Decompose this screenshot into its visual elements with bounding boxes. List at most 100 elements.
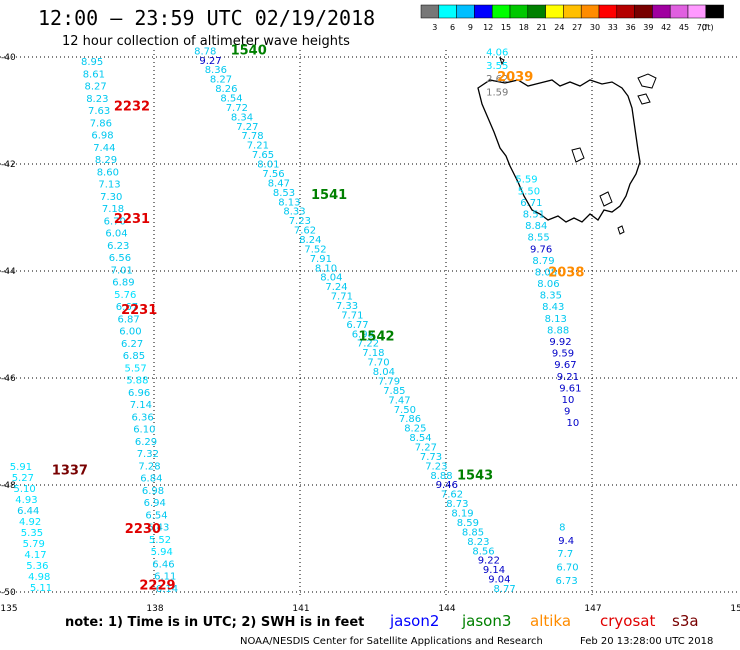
wave-height-value: 6.98 xyxy=(91,131,113,142)
wave-height-value: 6.04 xyxy=(105,229,127,240)
island-outline xyxy=(637,93,651,105)
wave-height-value: 7.70 xyxy=(367,358,389,369)
latitude-label: -50 xyxy=(1,588,16,598)
legend-note: note: 1) Time is in UTC; 2) SWH is in fe… xyxy=(65,615,364,630)
wave-height-value: 8.55 xyxy=(528,233,550,244)
wave-height-value: 8.88 xyxy=(430,471,452,482)
latitude-label: -42 xyxy=(1,160,16,170)
wave-height-value: 8.60 xyxy=(97,167,119,178)
pass-time-label: 2230 xyxy=(125,522,161,537)
wave-height-value: 6.23 xyxy=(107,241,129,252)
wave-height-value: 8.23 xyxy=(467,537,489,548)
pass-time-label: 1540 xyxy=(231,43,267,58)
wave-height-value: 1.59 xyxy=(486,88,508,99)
wave-height-value: 7.23 xyxy=(425,461,447,472)
scale-label: 70 xyxy=(697,23,707,32)
wave-height-value: 9.27 xyxy=(199,56,221,67)
longitude-label: 147 xyxy=(584,604,601,614)
scale-swatch xyxy=(438,4,457,19)
wave-height-value: 5.27 xyxy=(12,473,34,484)
scale-label: 36 xyxy=(626,23,636,32)
wave-height-value: 7.30 xyxy=(100,192,122,203)
satellite-jason2-label: jason2 xyxy=(389,612,439,630)
latitude-label: -46 xyxy=(1,374,16,384)
wave-height-value: 7.91 xyxy=(310,254,332,265)
scale-label: 33 xyxy=(608,23,618,32)
wave-height-value: 5.76 xyxy=(114,290,136,301)
wave-height-value: 8.78 xyxy=(194,46,216,57)
wave-height-value: 10 xyxy=(567,418,580,429)
wave-height-value: 6.70 xyxy=(556,563,578,574)
wave-height-value: 2.62 xyxy=(486,74,508,85)
scale-swatch xyxy=(491,4,511,19)
wave-height-value: 8.25 xyxy=(404,424,426,435)
satellite-altika-label: altika xyxy=(530,612,571,630)
pass-time-label: 1542 xyxy=(358,330,394,345)
satellite-jason3-label: jason3 xyxy=(461,612,511,630)
wave-height-value: 8.59 xyxy=(457,518,479,529)
wave-height-value: 7.71 xyxy=(331,292,353,303)
scale-label: 9 xyxy=(468,23,473,32)
wave-height-value: 8.36 xyxy=(205,65,227,76)
flinders-island-outline xyxy=(637,73,657,89)
wave-height-value: 6.98 xyxy=(142,486,164,497)
wave-height-value: 6.54 xyxy=(145,511,167,522)
wave-height-value: 8.79 xyxy=(532,256,554,267)
wave-height-value: 6.11 xyxy=(154,572,176,583)
longitude-label: 141 xyxy=(292,604,309,614)
wave-height-value: 9.46 xyxy=(436,480,458,491)
wave-height-value: 7.33 xyxy=(336,301,358,312)
wave-height-value: 6.46 xyxy=(152,560,174,571)
scale-swatch xyxy=(669,4,689,19)
wave-height-value: 8.84 xyxy=(525,221,547,232)
wave-height-value: 7.62 xyxy=(294,226,316,237)
wave-height-value: 7.86 xyxy=(399,414,421,425)
wave-height-value: 8.13 xyxy=(545,314,567,325)
wave-height-value: 7.62 xyxy=(441,490,463,501)
wave-height-value: 6.00 xyxy=(119,327,141,338)
wave-height-value: 6.27 xyxy=(121,339,143,350)
pass-time-label: 1543 xyxy=(457,469,493,484)
wave-height-value: 7.18 xyxy=(362,348,384,359)
scale-label: 15 xyxy=(501,23,511,32)
wave-height-value: 9.14 xyxy=(483,565,505,576)
wave-height-value: 8.26 xyxy=(215,84,237,95)
scale-swatch xyxy=(456,4,475,19)
wave-height-value: 9.67 xyxy=(554,360,576,371)
wave-height-value: 8.85 xyxy=(462,527,484,538)
wave-height-value: 5.36 xyxy=(26,561,48,572)
wave-height-value: 9.76 xyxy=(530,244,552,255)
scale-swatch xyxy=(616,4,635,19)
wave-height-value: 8.10 xyxy=(315,263,337,274)
wave-height-value: 6.84 xyxy=(140,474,162,485)
wave-height-value: 7.44 xyxy=(93,143,115,154)
wave-height-value: 8 xyxy=(559,523,565,534)
wave-height-value: 7.24 xyxy=(325,282,347,293)
wave-height-value: 7.86 xyxy=(90,118,112,129)
wave-height-value: 5.11 xyxy=(30,583,52,594)
wave-height-value: 8.08 xyxy=(535,268,557,279)
wave-height-value: 4.06 xyxy=(486,47,508,58)
wave-height-value: 8.06 xyxy=(537,279,559,290)
scale-swatch xyxy=(634,4,653,19)
wave-height-value: 6.77 xyxy=(346,320,368,331)
credit-line: NOAA/NESDIS Center for Satellite Applica… xyxy=(240,636,543,647)
wave-height-value: 7.23 xyxy=(289,216,311,227)
wave-height-value: 6.87 xyxy=(118,314,140,325)
wave-height-value: 5.88 xyxy=(126,376,148,387)
map-title: 12:00 – 23:59 UTC 02/19/2018 xyxy=(38,6,375,30)
scale-label: 18 xyxy=(519,23,529,32)
wave-height-value: 8.77 xyxy=(494,584,516,595)
wave-height-value: 5.94 xyxy=(151,547,173,558)
wave-height-value: 8.04 xyxy=(320,273,342,284)
scale-label: 6 xyxy=(450,23,455,32)
scale-swatch xyxy=(509,4,529,19)
island-outline xyxy=(599,191,613,207)
wave-height-value: 5.57 xyxy=(125,363,147,374)
wave-height-value: 9.4 xyxy=(558,536,574,547)
wave-height-value: 7.27 xyxy=(236,122,258,133)
wave-height-value: 9.22 xyxy=(478,556,500,567)
pass-time-label: 2231 xyxy=(121,303,157,318)
wave-height-value: 5.52 xyxy=(149,535,171,546)
